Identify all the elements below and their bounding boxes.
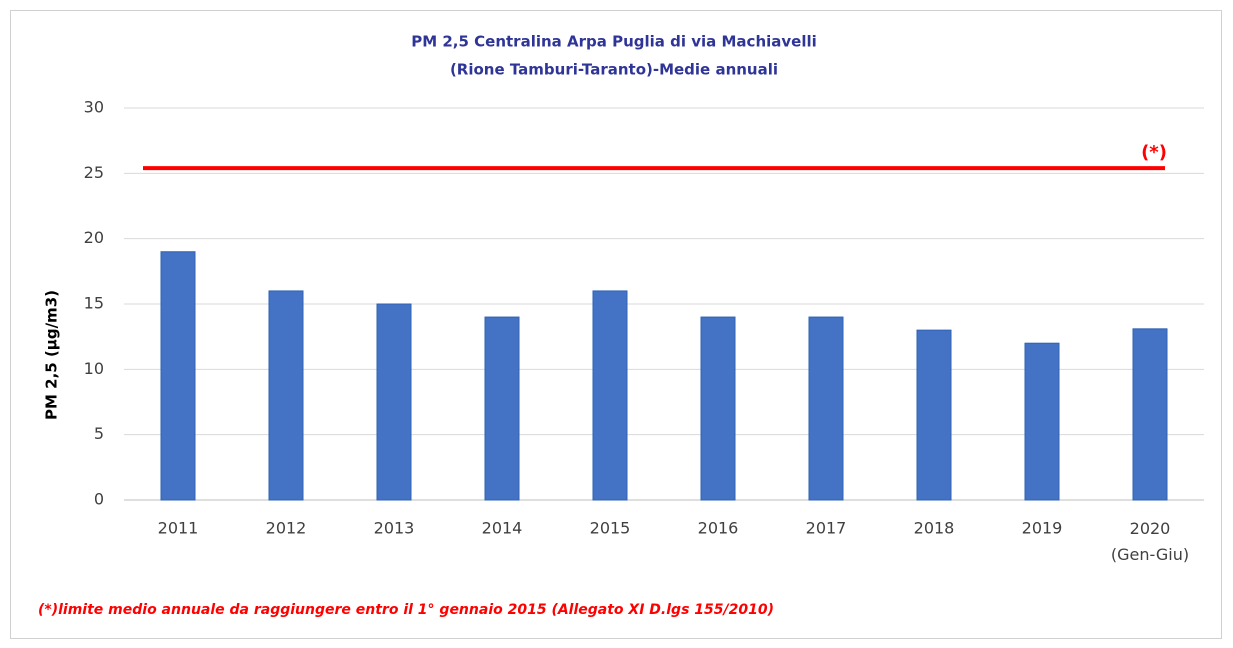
bar	[268, 290, 304, 501]
x-tick-label: 2018	[914, 519, 955, 538]
x-tick-label: 2012	[266, 519, 307, 538]
limit-label: (*)	[1141, 142, 1167, 163]
x-tick-label: 2015	[590, 519, 631, 538]
footnote: (*)limite medio annuale da raggiungere e…	[38, 602, 774, 618]
bar	[376, 303, 412, 501]
bar	[808, 316, 844, 501]
bar	[484, 316, 520, 501]
y-tick-label: 25	[84, 163, 104, 182]
bar	[916, 329, 952, 501]
bar	[700, 316, 736, 501]
x-tick-label: 2019	[1022, 519, 1063, 538]
y-axis-label: PM 2,5 (µg/m3)	[43, 290, 61, 420]
bar	[1132, 328, 1168, 501]
bar	[592, 290, 628, 501]
y-tick-label: 5	[94, 424, 104, 443]
y-tick-label: 10	[84, 359, 104, 378]
x-tick-label: 2014	[482, 519, 523, 538]
x-tick-label: 2020 (Gen-Giu)	[1111, 519, 1189, 564]
y-tick-label: 0	[94, 490, 104, 509]
bar	[160, 251, 196, 501]
x-tick-label: 2013	[374, 519, 415, 538]
chart-title: PM 2,5 Centralina Arpa Puglia di via Mac…	[411, 33, 817, 51]
x-tick-label: 2011	[158, 519, 199, 538]
chart-subtitle: (Rione Tamburi-Taranto)-Medie annuali	[450, 61, 778, 79]
y-tick-label: 30	[84, 98, 104, 117]
bar	[1024, 342, 1060, 501]
y-tick-label: 15	[84, 294, 104, 313]
y-tick-label: 20	[84, 228, 104, 247]
x-tick-label: 2017	[806, 519, 847, 538]
x-tick-label: 2016	[698, 519, 739, 538]
